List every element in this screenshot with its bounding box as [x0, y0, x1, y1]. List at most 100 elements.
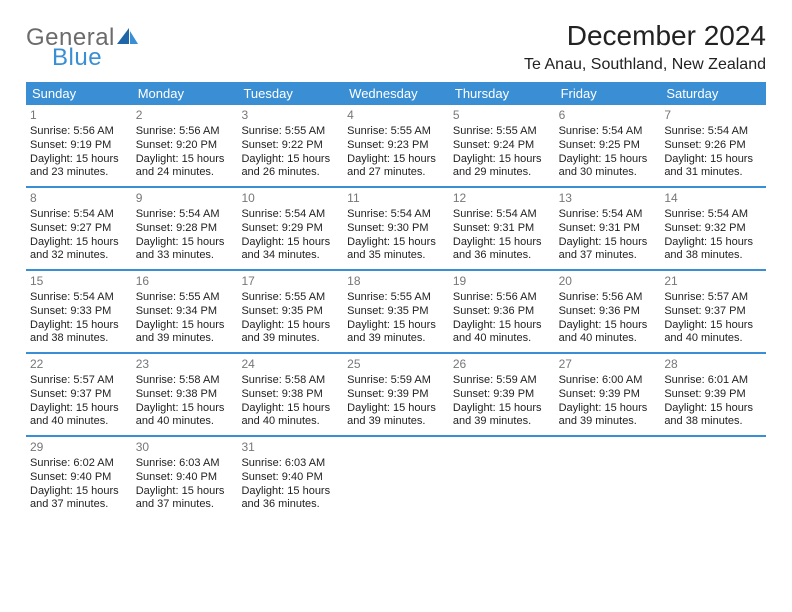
title-block: December 2024 Te Anau, Southland, New Ze… [524, 20, 766, 74]
day-cell: 18Sunrise: 5:55 AMSunset: 9:35 PMDayligh… [343, 271, 449, 352]
week-row: 1Sunrise: 5:56 AMSunset: 9:19 PM Daylight… [26, 105, 766, 188]
daylight-text: Daylight: 15 hours [241, 485, 339, 499]
dow-friday: Friday [555, 82, 661, 105]
daylight-text: Daylight: 15 hours [136, 319, 234, 333]
day-number: 19 [453, 273, 551, 291]
sunrise-text: Sunrise: 5:59 AM [347, 374, 445, 388]
sunset-text: Sunset: 9:30 PM [347, 222, 445, 236]
daylight-text: and 29 minutes. [453, 166, 551, 180]
daylight-text: and 39 minutes. [136, 332, 234, 346]
sunrise-text: Sunrise: 5:55 AM [136, 291, 234, 305]
day-cell: 17Sunrise: 5:55 AMSunset: 9:35 PMDayligh… [237, 271, 343, 352]
sunset-text: Sunset: 9:40 PM [241, 471, 339, 485]
day-cell: 21Sunrise: 5:57 AMSunset: 9:37 PMDayligh… [660, 271, 766, 352]
daylight-text: Daylight: 15 hours [241, 319, 339, 333]
sunset-text: Sunset: 9:27 PM [30, 222, 128, 236]
day-cell: 4Sunrise: 5:55 AMSunset: 9:23 PMDaylight… [343, 105, 449, 186]
week-row: 29Sunrise: 6:02 AMSunset: 9:40 PMDayligh… [26, 437, 766, 518]
daylight-text: and 35 minutes. [347, 249, 445, 263]
daylight-text: and 30 minutes. [559, 166, 657, 180]
weeks-container: 1Sunrise: 5:56 AMSunset: 9:19 PMDaylight… [26, 105, 766, 518]
day-cell [660, 437, 766, 518]
sunset-text: Sunset: 9:37 PM [30, 388, 128, 402]
day-number: 18 [347, 273, 445, 291]
day-number: 22 [30, 356, 128, 374]
daylight-text: Daylight: 15 hours [136, 236, 234, 250]
daylight-text: and 40 minutes. [664, 332, 762, 346]
sunrise-text: Sunrise: 5:54 AM [559, 125, 657, 139]
sunrise-text: Sunrise: 5:57 AM [30, 374, 128, 388]
sunrise-text: Sunrise: 5:56 AM [559, 291, 657, 305]
day-cell: 5Sunrise: 5:55 AMSunset: 9:24 PMDaylight… [449, 105, 555, 186]
daylight-text: and 40 minutes. [559, 332, 657, 346]
daylight-text: Daylight: 15 hours [453, 236, 551, 250]
daylight-text: Daylight: 15 hours [136, 153, 234, 167]
daylight-text: Daylight: 15 hours [559, 153, 657, 167]
sunset-text: Sunset: 9:19 PM [30, 139, 128, 153]
sunset-text: Sunset: 9:35 PM [241, 305, 339, 319]
day-cell: 9Sunrise: 5:54 AMSunset: 9:28 PMDaylight… [132, 188, 238, 269]
day-number: 30 [136, 439, 234, 457]
week-row: 15Sunrise: 5:54 AMSunset: 9:33 PMDayligh… [26, 271, 766, 354]
sunset-text: Sunset: 9:20 PM [136, 139, 234, 153]
day-number: 5 [453, 107, 551, 125]
sunrise-text: Sunrise: 5:54 AM [136, 208, 234, 222]
daylight-text: Daylight: 15 hours [30, 485, 128, 499]
sunrise-text: Sunrise: 5:55 AM [241, 125, 339, 139]
daylight-text: and 33 minutes. [136, 249, 234, 263]
daylight-text: Daylight: 15 hours [136, 485, 234, 499]
sunset-text: Sunset: 9:38 PM [136, 388, 234, 402]
sunrise-text: Sunrise: 6:03 AM [241, 457, 339, 471]
daylight-text: Daylight: 15 hours [136, 402, 234, 416]
daylight-text: and 40 minutes. [453, 332, 551, 346]
day-cell: 13Sunrise: 5:54 AMSunset: 9:31 PMDayligh… [555, 188, 661, 269]
daylight-text: Daylight: 15 hours [664, 153, 762, 167]
daylight-text: Daylight: 15 hours [241, 236, 339, 250]
sunset-text: Sunset: 9:31 PM [453, 222, 551, 236]
day-cell: 31Sunrise: 6:03 AMSunset: 9:40 PMDayligh… [237, 437, 343, 518]
day-number: 17 [241, 273, 339, 291]
sunrise-text: Sunrise: 5:54 AM [664, 125, 762, 139]
daylight-text: Daylight: 15 hours [559, 402, 657, 416]
sunrise-text: Sunrise: 5:55 AM [347, 125, 445, 139]
location: Te Anau, Southland, New Zealand [524, 56, 766, 74]
day-number: 8 [30, 190, 128, 208]
daylight-text: and 40 minutes. [30, 415, 128, 429]
sunrise-text: Sunrise: 5:56 AM [30, 125, 128, 139]
day-number: 12 [453, 190, 551, 208]
day-number: 4 [347, 107, 445, 125]
week-row: 8Sunrise: 5:54 AMSunset: 9:27 PMDaylight… [26, 188, 766, 271]
day-number: 1 [30, 107, 128, 125]
sunset-text: Sunset: 9:26 PM [664, 139, 762, 153]
logo: General Blue [26, 20, 139, 70]
day-cell: 30Sunrise: 6:03 AMSunset: 9:40 PMDayligh… [132, 437, 238, 518]
day-cell [449, 437, 555, 518]
daylight-text: Daylight: 15 hours [347, 319, 445, 333]
sunrise-text: Sunrise: 5:58 AM [136, 374, 234, 388]
sunrise-text: Sunrise: 5:55 AM [347, 291, 445, 305]
daylight-text: and 39 minutes. [347, 415, 445, 429]
daylight-text: and 27 minutes. [347, 166, 445, 180]
daylight-text: Daylight: 15 hours [559, 319, 657, 333]
daylight-text: and 24 minutes. [136, 166, 234, 180]
day-number: 7 [664, 107, 762, 125]
sunset-text: Sunset: 9:40 PM [136, 471, 234, 485]
day-cell: 2Sunrise: 5:56 AMSunset: 9:20 PMDaylight… [132, 105, 238, 186]
sunset-text: Sunset: 9:35 PM [347, 305, 445, 319]
day-cell: 27Sunrise: 6:00 AMSunset: 9:39 PMDayligh… [555, 354, 661, 435]
day-cell: 6Sunrise: 5:54 AMSunset: 9:25 PMDaylight… [555, 105, 661, 186]
daylight-text: Daylight: 15 hours [559, 236, 657, 250]
daylight-text: Daylight: 15 hours [30, 236, 128, 250]
daylight-text: Daylight: 15 hours [664, 319, 762, 333]
daylight-text: Daylight: 15 hours [347, 402, 445, 416]
sunset-text: Sunset: 9:22 PM [241, 139, 339, 153]
day-cell: 29Sunrise: 6:02 AMSunset: 9:40 PMDayligh… [26, 437, 132, 518]
day-cell: 10Sunrise: 5:54 AMSunset: 9:29 PMDayligh… [237, 188, 343, 269]
sunrise-text: Sunrise: 5:54 AM [241, 208, 339, 222]
day-number: 14 [664, 190, 762, 208]
dow-thursday: Thursday [449, 82, 555, 105]
day-cell: 26Sunrise: 5:59 AMSunset: 9:39 PMDayligh… [449, 354, 555, 435]
daylight-text: and 38 minutes. [30, 332, 128, 346]
daylight-text: Daylight: 15 hours [453, 153, 551, 167]
calendar: Sunday Monday Tuesday Wednesday Thursday… [26, 82, 766, 518]
